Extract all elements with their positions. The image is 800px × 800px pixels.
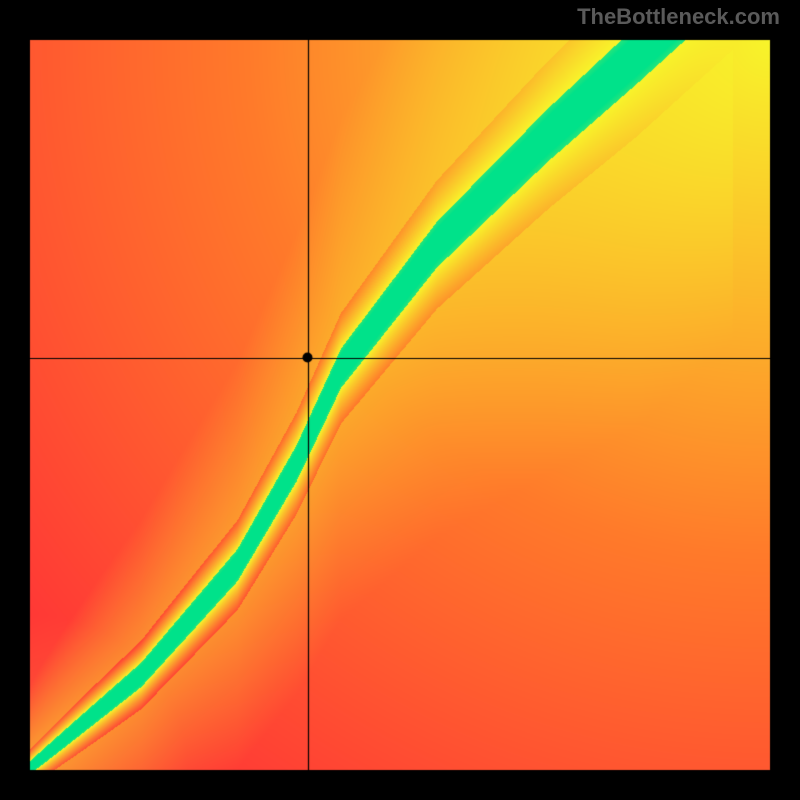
bottleneck-heatmap: [0, 0, 800, 800]
chart-container: TheBottleneck.com: [0, 0, 800, 800]
watermark-text: TheBottleneck.com: [577, 4, 780, 30]
